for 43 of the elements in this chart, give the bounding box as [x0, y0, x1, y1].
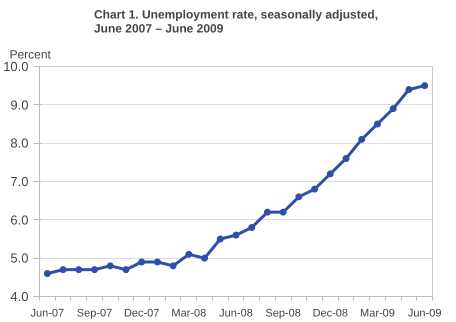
- point: [374, 120, 381, 128]
- point: [342, 155, 350, 162]
- point: [138, 258, 146, 266]
- point: [248, 224, 256, 231]
- y-tick-label: 7.0: [10, 174, 29, 189]
- chart-title: Chart 1. Unemployment rate, seasonally adjusted, June 2007 – June 2009: [94, 8, 378, 36]
- x-tick-label: Sep-08: [265, 308, 301, 320]
- point: [122, 266, 130, 274]
- point: [106, 262, 114, 270]
- point: [358, 136, 366, 143]
- point: [201, 254, 208, 262]
- point: [154, 258, 161, 266]
- point: [421, 82, 428, 90]
- y-axis-title: Percent: [10, 48, 52, 62]
- x-tick-label: Jun-08: [219, 308, 253, 320]
- y-tick-label: 6.0: [10, 212, 29, 228]
- point: [216, 236, 224, 242]
- point: [91, 266, 98, 274]
- x-tick-label: Sep-07: [76, 308, 112, 320]
- x-tick-label: Dec-08: [312, 308, 348, 320]
- point: [405, 86, 412, 93]
- point: [232, 232, 240, 239]
- x-tick-label: Mar-08: [171, 308, 206, 320]
- point: [326, 170, 334, 178]
- y-tick-label: 10.0: [3, 59, 29, 74]
- point: [44, 270, 51, 277]
- x-tick-label: Jun-09: [408, 308, 442, 320]
- point: [170, 262, 177, 270]
- y-tick-label: 8.0: [10, 136, 29, 151]
- point: [185, 250, 192, 258]
- point: [295, 193, 302, 200]
- y-tick-label: 5.0: [10, 250, 29, 266]
- point: [390, 105, 397, 112]
- x-tick-label: Jun-07: [30, 308, 64, 320]
- point: [311, 186, 318, 193]
- x-tick-label: Dec-07: [124, 308, 160, 320]
- x-tick-label: Mar-09: [360, 308, 395, 320]
- point: [280, 208, 287, 216]
- y-tick-label: 9.0: [10, 97, 29, 112]
- point: [264, 208, 271, 216]
- y-tick-label: 4.0: [10, 289, 29, 304]
- point: [60, 266, 67, 274]
- point: [75, 266, 82, 274]
